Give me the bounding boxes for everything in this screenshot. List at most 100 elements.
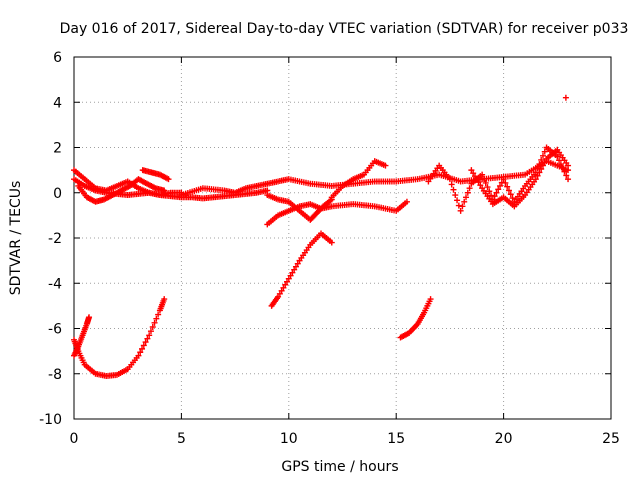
series-arc-d (139, 167, 172, 183)
data-point (561, 168, 568, 175)
data-point (491, 193, 498, 200)
data-point (282, 281, 289, 288)
data-point (463, 194, 470, 201)
data-point (495, 186, 502, 193)
y-tick-label: 0 (53, 186, 62, 202)
data-point (563, 172, 570, 179)
x-tick-label: 25 (602, 431, 620, 447)
data-point (161, 187, 168, 194)
data-point (565, 162, 572, 169)
data-point (536, 169, 543, 176)
data-point (403, 198, 410, 205)
data-point (466, 185, 473, 192)
data-point (155, 311, 162, 318)
data-point (565, 176, 572, 183)
data-point (541, 159, 548, 166)
series-arc-j (264, 192, 335, 223)
data-point (534, 172, 541, 179)
data-point (482, 179, 489, 186)
data-point (473, 176, 480, 183)
series-arc-k (71, 296, 168, 380)
series-band-c (75, 176, 168, 205)
data-point (140, 342, 147, 349)
data-point (559, 164, 566, 171)
data-point (505, 187, 512, 194)
y-tick-label: -6 (48, 322, 62, 338)
data-point (328, 196, 335, 203)
data-point (455, 202, 462, 209)
data-point (502, 179, 509, 186)
data-point (144, 335, 151, 342)
data-point (557, 161, 564, 168)
chart-title: Day 016 of 2017, Sidereal Day-to-day VTE… (60, 21, 629, 37)
series-outlier (562, 94, 569, 101)
data-point (532, 176, 539, 183)
data-point (328, 239, 335, 246)
data-point (294, 260, 301, 267)
data-point (151, 319, 158, 326)
data-point (275, 293, 282, 300)
x-tick-label: 20 (495, 431, 513, 447)
y-axis-label: SDTVAR / TECUs (8, 181, 24, 296)
data-point (149, 323, 156, 330)
data-point (479, 171, 486, 178)
x-tick-label: 10 (280, 431, 298, 447)
data-point (538, 156, 545, 163)
series-arc-l (71, 314, 93, 359)
data-point (554, 153, 561, 160)
data-point (161, 296, 168, 303)
data-point (464, 189, 471, 196)
data-point (486, 188, 493, 195)
x-tick-label: 5 (177, 431, 186, 447)
data-point (382, 162, 389, 169)
data-point (280, 284, 287, 291)
data-point (471, 173, 478, 180)
data-point (146, 332, 153, 339)
series-band-h (468, 146, 572, 210)
data-point (536, 161, 543, 168)
data-point (448, 181, 455, 188)
data-point (285, 275, 292, 282)
data-point (484, 184, 491, 191)
x-axis-label: GPS time / hours (281, 459, 398, 475)
y-tick-label: 4 (53, 95, 62, 111)
data-point (153, 315, 160, 322)
data-point (497, 182, 504, 189)
data-point (488, 192, 495, 199)
data-point (137, 349, 144, 356)
data-point (504, 183, 511, 190)
data-point (539, 152, 546, 159)
y-tick-label: -10 (39, 412, 62, 428)
data-point (289, 269, 296, 276)
series-band-i (264, 198, 410, 228)
series-band-f (328, 158, 389, 201)
data-point (291, 266, 298, 273)
x-tick-label: 0 (70, 431, 79, 447)
data-point (468, 167, 475, 174)
grid (74, 57, 611, 419)
y-tick-label: 6 (53, 50, 62, 66)
data-point (500, 176, 507, 183)
data-point (541, 148, 548, 155)
y-tick-label: -4 (48, 276, 62, 292)
data-point (475, 179, 482, 186)
data-point (139, 345, 146, 352)
series-arc-n (397, 296, 434, 341)
data-point (450, 186, 457, 193)
data-point (470, 170, 477, 177)
data-marks (71, 94, 572, 380)
data-point (507, 191, 514, 198)
data-point (477, 182, 484, 189)
ticks: 0 5 10 15 20 25 -10 -8 -6 -4 -2 0 2 4 6 (39, 50, 620, 447)
x-tick-label: 15 (387, 431, 405, 447)
data-point (147, 328, 154, 335)
data-point (480, 175, 487, 182)
data-point (276, 290, 283, 297)
data-point (278, 287, 285, 294)
data-point (509, 195, 516, 202)
data-point (538, 165, 545, 172)
data-point (86, 314, 93, 321)
data-point (287, 272, 294, 279)
data-point (452, 192, 459, 199)
